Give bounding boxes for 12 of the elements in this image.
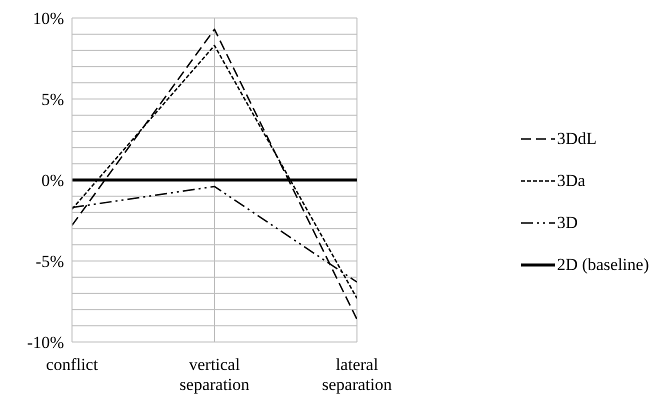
x-tick-label: conflict bbox=[46, 355, 98, 374]
y-tick-label: 5% bbox=[41, 90, 64, 110]
y-tick-label: 10% bbox=[32, 9, 64, 28]
x-tick-label: vertical separation bbox=[180, 355, 250, 394]
legend-label: 2D (baseline) bbox=[556, 255, 649, 275]
y-tick-label: -5% bbox=[36, 252, 64, 272]
legend-label: 3DdL bbox=[556, 129, 597, 149]
legend-label: 3D bbox=[556, 213, 578, 233]
y-tick-label: -10% bbox=[27, 333, 64, 352]
y-tick-label: 0% bbox=[41, 171, 64, 190]
x-tick-label: lateral separation bbox=[322, 355, 392, 394]
legend-label: 3Da bbox=[556, 171, 586, 191]
